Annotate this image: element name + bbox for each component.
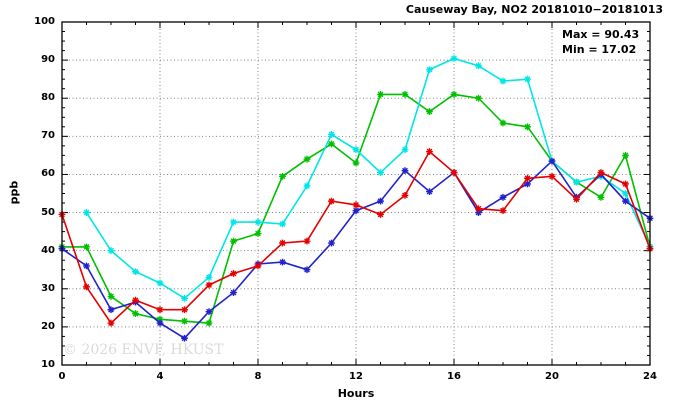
y-tick-label: 20 (41, 321, 55, 332)
x-tick-label: 16 (447, 371, 461, 382)
y-tick-label: 50 (41, 207, 55, 218)
x-axis-label: Hours (337, 387, 375, 400)
y-tick-label: 30 (41, 283, 55, 294)
x-tick-label: 24 (643, 371, 657, 382)
chart-title: Causeway Bay, NO2 20181010−20181013 (405, 3, 663, 16)
legend-max-value: Max = 90.43 (562, 28, 640, 41)
y-tick-label: 10 (41, 359, 55, 370)
y-tick-label: 70 (41, 130, 55, 141)
plot-border (61, 21, 651, 366)
y-tick-label: 60 (41, 168, 55, 179)
x-tick-label: 0 (58, 371, 66, 382)
legend-min-value: Min = 17.02 (562, 43, 637, 56)
y-tick-label: 100 (34, 16, 55, 27)
y-tick-label: 80 (41, 92, 55, 103)
series-cyan (83, 55, 654, 302)
grid-lines (62, 22, 650, 365)
x-tick-label: 12 (349, 371, 363, 382)
marker-asterisk-cyan (83, 55, 654, 302)
x-tick-label: 4 (156, 371, 164, 382)
y-tick-label: 90 (41, 54, 55, 65)
x-tick-label: 20 (545, 371, 559, 382)
x-tick-label: 8 (254, 371, 262, 382)
watermark-text: © 2026 ENVF, HKUST (63, 342, 224, 358)
y-axis-label: ppb (7, 180, 21, 205)
y-tick-label: 40 (41, 245, 55, 256)
